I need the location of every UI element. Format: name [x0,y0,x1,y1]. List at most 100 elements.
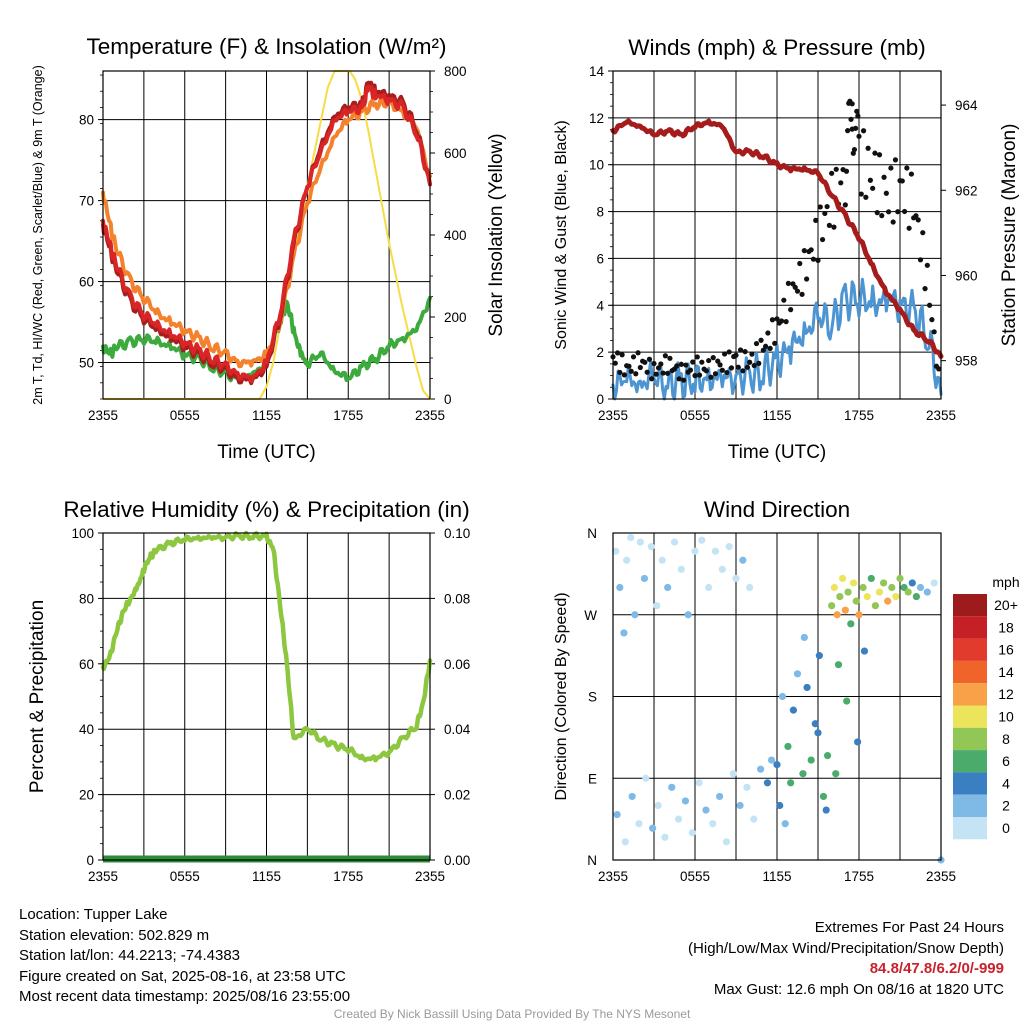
gust-point [904,165,910,171]
gust-point [753,340,760,347]
direction-point [750,815,758,823]
gust-point [637,364,643,371]
colorbar-swatch [953,794,987,817]
x-tick-label: 0555 [680,869,710,884]
y-axis-label: Direction (Colored By Speed) [553,592,570,800]
series-rh [100,530,433,763]
direction-point [709,820,717,828]
gust-point [851,146,858,153]
x-tick-label: 2355 [415,408,445,423]
gust-point [872,150,878,156]
location-text: Location: Tupper Lake [19,906,168,923]
direction-point [836,592,844,601]
direction-point [807,756,815,764]
gust-point [913,213,919,219]
y-tick-label: W [584,608,597,623]
y-tick-label: 40 [79,722,94,737]
direction-point [875,588,884,596]
direction-point [814,729,822,737]
direction-point [653,602,661,610]
gust-point [883,190,889,196]
direction-point [904,588,912,596]
direction-point [647,543,655,551]
direction-point [815,652,823,660]
gust-point [678,361,684,367]
direction-point [736,801,744,810]
recent-data-text: Most recent data timestamp: 2025/08/16 2… [19,988,351,1005]
gust-point [621,372,627,378]
gust-point [867,177,873,183]
x-tick-label: 1755 [333,869,363,884]
colorbar-label: 20+ [994,597,1018,613]
direction-point [642,774,650,782]
direction-point [884,597,892,605]
direction-point [661,833,669,841]
colorbar-label: 6 [1002,753,1010,769]
y-tick-label: 10 [589,158,604,173]
y2-tick-label: 800 [444,64,467,79]
gust-point [843,168,850,174]
y2-tick-label: 0.08 [444,591,470,606]
direction-point [729,770,737,778]
latlon-text: Station lat/lon: 44.2213; -74.4383 [19,947,241,964]
gust-point [712,371,719,377]
gust-point [758,337,764,343]
gust-point [722,351,728,357]
x-tick-label: 1155 [762,408,791,423]
colorbar-swatch [953,616,987,639]
gust-point [651,360,657,367]
y-tick-label: 6 [596,251,604,266]
direction-point [912,592,921,601]
y-tick-label: N [587,526,597,541]
colorbar-label: 18 [998,619,1014,635]
gust-point [706,357,712,364]
gust-point [644,369,650,375]
colorbar-label: 10 [998,709,1014,725]
gust-point [848,116,854,122]
y2-tick-label: 960 [955,268,978,283]
direction-point [746,583,754,592]
gust-point [765,330,771,336]
y-tick-label: 100 [71,526,94,541]
chart-title: Temperature (F) & Insolation (W/m²) [86,34,446,59]
direction-point [743,783,751,791]
gust-point [617,369,623,376]
gust-point [856,133,862,139]
y-tick-label: 80 [79,113,94,128]
direction-point [705,583,713,592]
gust-point [756,360,762,366]
plot-border [102,70,431,400]
gust-point [860,128,867,134]
gust-point [917,257,924,263]
gust-point [778,318,785,324]
gust-point [810,256,817,262]
direction-point [681,797,690,805]
direction-point [871,602,880,610]
gust-point [614,350,621,356]
y-tick-label: 50 [79,356,94,371]
direction-point [867,574,875,583]
gust-point [769,317,776,323]
x-tick-label: 0555 [680,408,710,423]
y2-tick-label: 962 [955,183,978,198]
direction-point [930,579,938,587]
gust-point [710,355,716,361]
direction-point [847,620,855,628]
gust-point [936,366,942,372]
gust-point [908,171,914,177]
y-tick-label: 60 [79,657,94,672]
x-tick-label: 1755 [844,869,874,884]
wdir-panel: 2355 0555 1155 1755 2355 Wind Direction N E S W N D… [553,497,1020,884]
direction-point [695,779,703,787]
x-tick-label: 1155 [252,408,281,423]
gust-point [890,219,896,225]
y-axis-label: Percent & Precipitation [27,600,48,793]
direction-point [675,815,683,823]
direction-point [854,738,862,746]
colorbar-title: mph [992,574,1019,590]
gust-point [794,288,801,294]
direction-point [654,801,662,810]
direction-point [698,536,706,544]
y-tick-label: 20 [79,788,94,803]
gust-point [740,368,746,374]
